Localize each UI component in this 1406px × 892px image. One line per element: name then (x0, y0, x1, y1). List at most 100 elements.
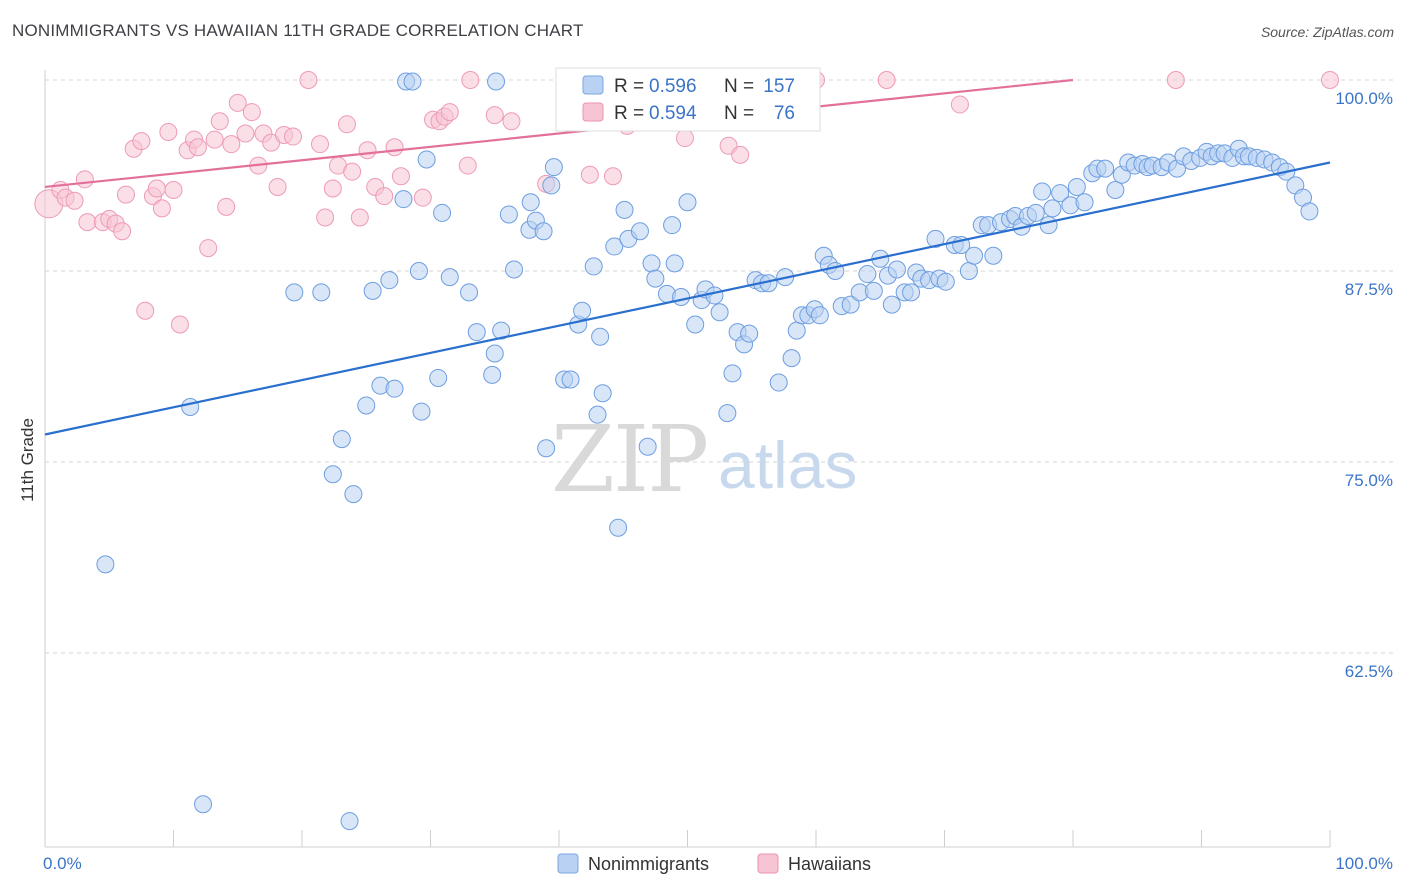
hawaiians-point (199, 239, 218, 258)
hawaiians-point (350, 208, 369, 227)
nonimmigrants-point (858, 265, 877, 284)
nonimmigrants-point (394, 190, 413, 209)
nonimmigrants-point (521, 193, 540, 212)
x-tick-label-max: 100.0% (1335, 854, 1393, 873)
nonimmigrants-point (710, 303, 729, 322)
hawaiians-point (603, 167, 622, 186)
nonimmigrants-point (718, 404, 737, 423)
nonimmigrants-point (403, 72, 422, 91)
hawaiians-point (159, 122, 178, 141)
nonimmigrants-point (672, 287, 691, 306)
series-legend-label-nonimmigrants: Nonimmigrants (588, 854, 709, 874)
legend-n-label-2: N = (724, 103, 754, 124)
nonimmigrants-point (663, 216, 682, 235)
nonimmigrants-point (363, 281, 382, 300)
nonimmigrants-point (1096, 159, 1115, 178)
hawaiians-point (152, 199, 171, 218)
hawaiians-point (1321, 71, 1339, 89)
nonimmigrants-point (1033, 182, 1052, 201)
hawaiians-point (413, 188, 432, 207)
nonimmigrants-point (1106, 181, 1125, 200)
legend-n-value-2: 76 (774, 103, 795, 124)
nonimmigrants-point (1043, 199, 1062, 218)
nonimmigrants-point (417, 150, 436, 169)
hawaiians-point (205, 130, 224, 149)
nonimmigrants-point (1300, 202, 1319, 221)
nonimmigrants-point (926, 229, 945, 248)
hawaiians-point (375, 187, 394, 206)
nonimmigrants-point (740, 324, 759, 343)
nonimmigrants-point (665, 254, 684, 273)
y-tick-label: 75.0% (1345, 471, 1393, 490)
nonimmigrants-point (787, 321, 806, 340)
hawaiians-point (461, 71, 480, 89)
hawaiians-point (440, 103, 459, 122)
hawaiians-point (217, 197, 236, 216)
hawaiians-point (502, 112, 521, 131)
nonimmigrants-point (959, 262, 978, 280)
hawaiians-point (222, 135, 241, 154)
y-tick-label: 87.5% (1345, 280, 1393, 299)
hawaiians-point (485, 106, 504, 125)
nonimmigrants-point (499, 205, 518, 224)
legend-r-value-2: 0.594 (649, 103, 697, 124)
nonimmigrants-point (433, 203, 452, 222)
legend-swatch-pink (582, 102, 604, 122)
nonimmigrants-point (561, 370, 580, 389)
nonimmigrants-point (605, 237, 624, 256)
hawaiians-point (731, 145, 750, 164)
nonimmigrants-point (678, 193, 697, 212)
legend-r-value-1: 0.596 (649, 76, 697, 97)
nonimmigrants-point (409, 262, 428, 280)
nonimmigrants-point (705, 286, 724, 305)
hawaiians-point (337, 115, 356, 134)
series-legend: Nonimmigrants Hawaiians (557, 853, 871, 874)
hawaiians-point (210, 112, 229, 131)
legend-swatch-blue (582, 75, 604, 95)
nonimmigrants-point (537, 439, 556, 458)
y-axis-tick-labels: 100.0% 87.5% 75.0% 62.5% (1335, 89, 1393, 681)
nonimmigrants-point (936, 272, 955, 291)
hawaiians-point (170, 315, 189, 334)
nonimmigrants-point (460, 283, 479, 302)
nonimmigrants-point (769, 373, 788, 392)
nonimmigrants-point (810, 306, 829, 325)
hawaiians-point (310, 135, 329, 154)
nonimmigrants-point (340, 812, 359, 831)
nonimmigrants-point (887, 260, 906, 279)
nonimmigrants-point (96, 555, 115, 574)
hawaiians-point (236, 124, 255, 143)
series-legend-swatch-hawaiians (757, 853, 779, 874)
hawaiians-point (877, 71, 896, 89)
nonimmigrants-point (412, 402, 431, 421)
nonimmigrants-point (984, 246, 1003, 265)
nonimmigrants-point (638, 437, 657, 456)
nonimmigrants-point (1051, 184, 1070, 203)
y-tick-label: 100.0% (1335, 89, 1393, 108)
nonimmigrants-point (591, 327, 610, 346)
hawaiians-point (188, 138, 207, 157)
nonimmigrants-point (902, 283, 921, 302)
nonimmigrants-point (487, 72, 506, 91)
hawaiians-point (164, 181, 183, 200)
nonimmigrants-point (344, 485, 363, 504)
hawaiians-point (391, 167, 410, 186)
hawaiians-point (284, 127, 303, 146)
hawaiians-point (299, 71, 318, 89)
hawaiians-point (113, 222, 132, 241)
nonimmigrants-point (380, 271, 399, 290)
hawaiians-point (65, 191, 84, 210)
nonimmigrants-point (312, 283, 331, 302)
nonimmigrants-point (615, 200, 634, 219)
hawaiians-point (268, 177, 287, 196)
hawaiians-point (323, 179, 342, 198)
nonimmigrants-point (467, 323, 486, 342)
nonimmigrants-point (357, 396, 376, 415)
nonimmigrants-point (323, 465, 342, 484)
trend-lines (44, 78, 1331, 436)
nonimmigrants-point (429, 368, 448, 387)
y-axis-label: 11th Grade (18, 418, 37, 502)
watermark: ZIP atlas (551, 406, 857, 513)
nonimmigrants-point (285, 283, 304, 302)
